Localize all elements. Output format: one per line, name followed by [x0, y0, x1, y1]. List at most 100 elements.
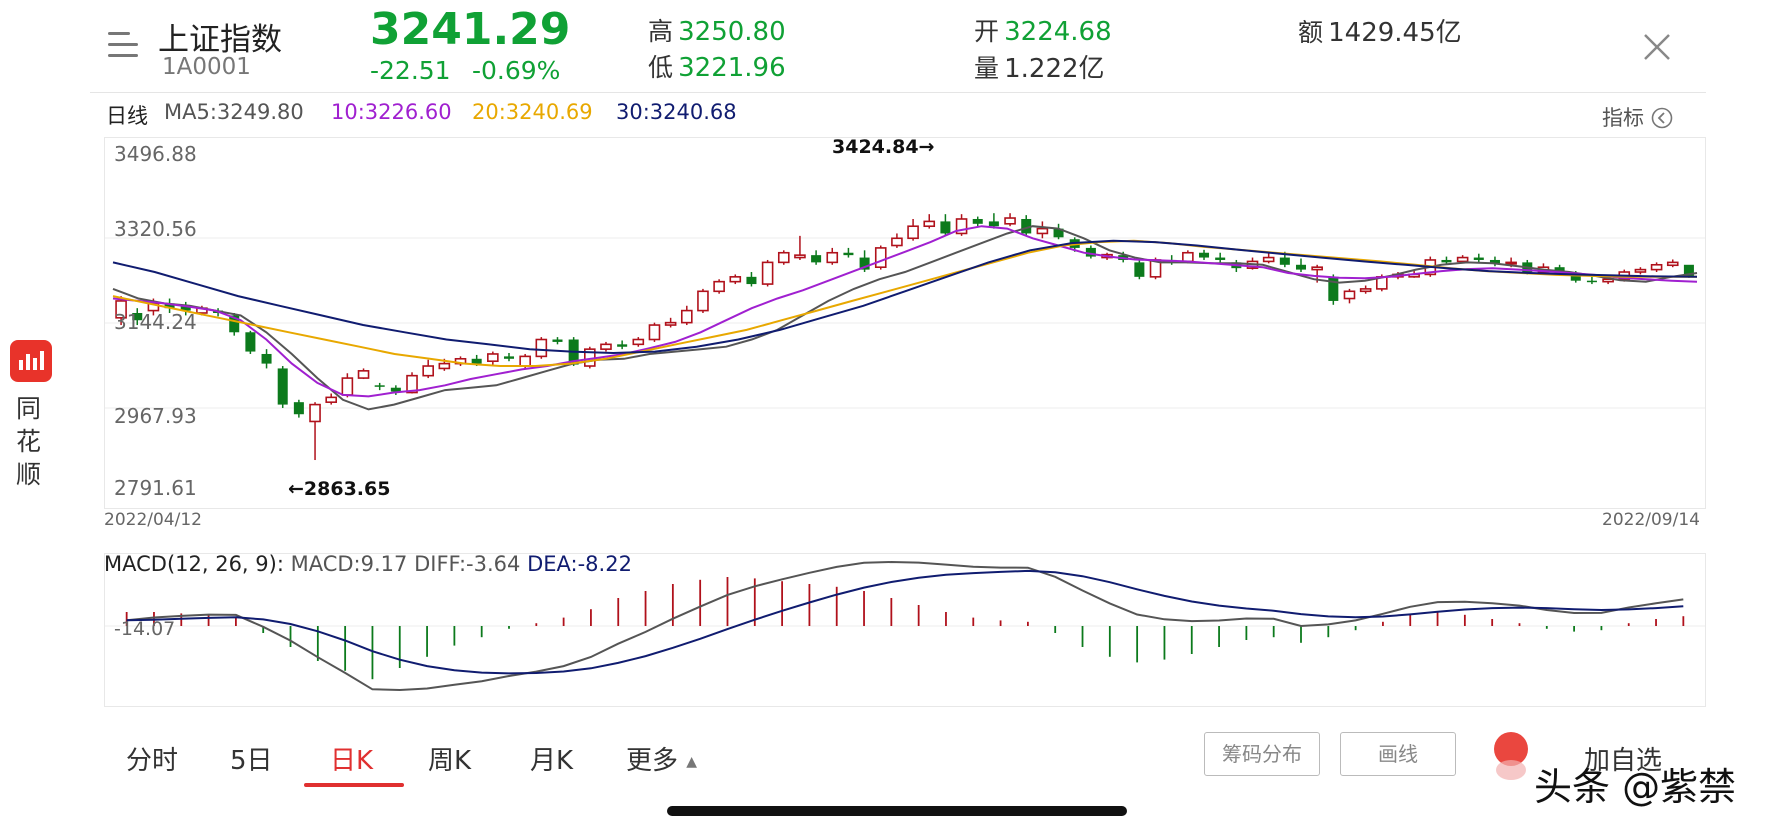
period-label: 日线 [106, 104, 148, 128]
high-stat: 高 3250.80 [648, 12, 786, 48]
header-divider [90, 92, 1706, 93]
candle [746, 272, 757, 287]
chip-distribution-button[interactable]: 筹码分布 [1204, 732, 1320, 776]
y-tick-4: 2967.93 [114, 404, 197, 428]
open-label: 开 [974, 17, 1000, 46]
ma20-value: 20:3240.69 [472, 100, 593, 124]
candle [293, 399, 304, 418]
candle [341, 373, 354, 398]
candle [1343, 288, 1356, 304]
candle [374, 382, 385, 391]
chart-glyph-icon [19, 351, 44, 370]
amount-value: 1429.45亿 [1328, 18, 1462, 48]
tab-intraday[interactable]: 分时 [126, 746, 179, 776]
price-change-pct: -0.69% [472, 56, 561, 85]
high-label: 高 [648, 17, 674, 46]
candle [1295, 258, 1307, 273]
candle [1053, 223, 1064, 240]
candle [1650, 262, 1663, 273]
candle [859, 250, 870, 273]
tonghuashun-label: 同花顺 [16, 394, 42, 489]
low-stat: 低 3221.96 [648, 48, 786, 84]
tonghuashun-logo-icon[interactable] [10, 340, 52, 382]
candle [729, 274, 742, 285]
candle [309, 402, 321, 461]
add-favorite-button[interactable]: 加自选 [1584, 746, 1663, 776]
candle [454, 356, 467, 367]
close-icon[interactable] [1640, 30, 1674, 64]
candle [600, 341, 612, 352]
favorite-dot-shadow [1496, 760, 1526, 780]
candle [1586, 276, 1597, 285]
candle [1215, 252, 1226, 263]
macd-chart[interactable] [104, 553, 1706, 707]
macd-canvas [105, 560, 1705, 692]
candle [972, 216, 983, 227]
candle [1004, 213, 1016, 227]
y-tick-2: 3320.56 [114, 217, 197, 241]
tab-weekly-k[interactable]: 周K [428, 746, 472, 776]
tab-daily-k[interactable]: 日K [330, 746, 374, 776]
candle [1634, 267, 1647, 275]
candle [1359, 285, 1372, 294]
candle [940, 214, 951, 236]
macd-y-tick: -14.07 [114, 618, 176, 640]
high-value: 3250.80 [678, 17, 786, 47]
volume-value: 1.222亿 [1004, 54, 1105, 84]
amount-stat: 额 1429.45亿 [1298, 12, 1462, 49]
candle [277, 366, 288, 408]
candle [777, 250, 790, 265]
candle [164, 298, 175, 313]
open-value: 3224.68 [1004, 17, 1112, 47]
tab-more-label: 更多 [626, 746, 679, 776]
candle [132, 308, 143, 326]
watermark: 头条 @紫禁 [1534, 765, 1737, 809]
dea-line [126, 569, 1684, 675]
macd-value: MACD:9.17 [290, 552, 408, 576]
volume-label: 量 [974, 54, 1000, 83]
candle [1262, 252, 1275, 264]
active-tab-indicator [304, 783, 404, 787]
candle [811, 250, 822, 265]
caret-up-icon: ▲ [686, 754, 698, 770]
candle [988, 213, 999, 229]
menu-icon[interactable] [104, 30, 142, 64]
candle [648, 322, 661, 342]
ma5-value: MA5:3249.80 [164, 100, 304, 124]
candle [923, 214, 936, 229]
tab-more[interactable]: 更多 ▲ [626, 740, 697, 777]
candle [664, 317, 677, 328]
diff-value: DIFF:-3.64 [414, 552, 521, 576]
stock-name: 上证指数 [158, 22, 282, 58]
candle [697, 288, 709, 313]
tab-5day[interactable]: 5日 [230, 746, 273, 776]
open-stat: 开 3224.68 [974, 12, 1112, 48]
amount-label: 额 [1298, 18, 1324, 47]
candle [1036, 221, 1049, 239]
current-price: 3241.29 [370, 4, 571, 55]
candle [907, 218, 919, 241]
home-indicator[interactable] [667, 806, 1127, 816]
candle [955, 214, 968, 236]
y-tick-5: 2791.61 [114, 476, 197, 500]
candle [826, 247, 839, 265]
indicator-button[interactable]: 指标 [1602, 102, 1673, 132]
candle [552, 337, 563, 345]
stock-code: 1A0001 [162, 54, 251, 80]
candle [261, 349, 272, 369]
dea-value: DEA:-8.22 [527, 552, 632, 576]
candle [1666, 259, 1679, 268]
tab-monthly-k[interactable]: 月K [530, 746, 574, 776]
candle [632, 337, 645, 347]
ma30-value: 30:3240.68 [616, 100, 737, 124]
draw-line-button[interactable]: 画线 [1340, 732, 1456, 776]
ma10-value: 10:3226.60 [331, 100, 452, 124]
diff-line [126, 560, 1684, 692]
kline-chart[interactable] [104, 137, 1706, 509]
candle [422, 359, 434, 379]
candle [1134, 259, 1145, 280]
candle [487, 351, 499, 365]
candle [1489, 256, 1500, 267]
candle [874, 245, 887, 270]
candle [357, 368, 370, 380]
